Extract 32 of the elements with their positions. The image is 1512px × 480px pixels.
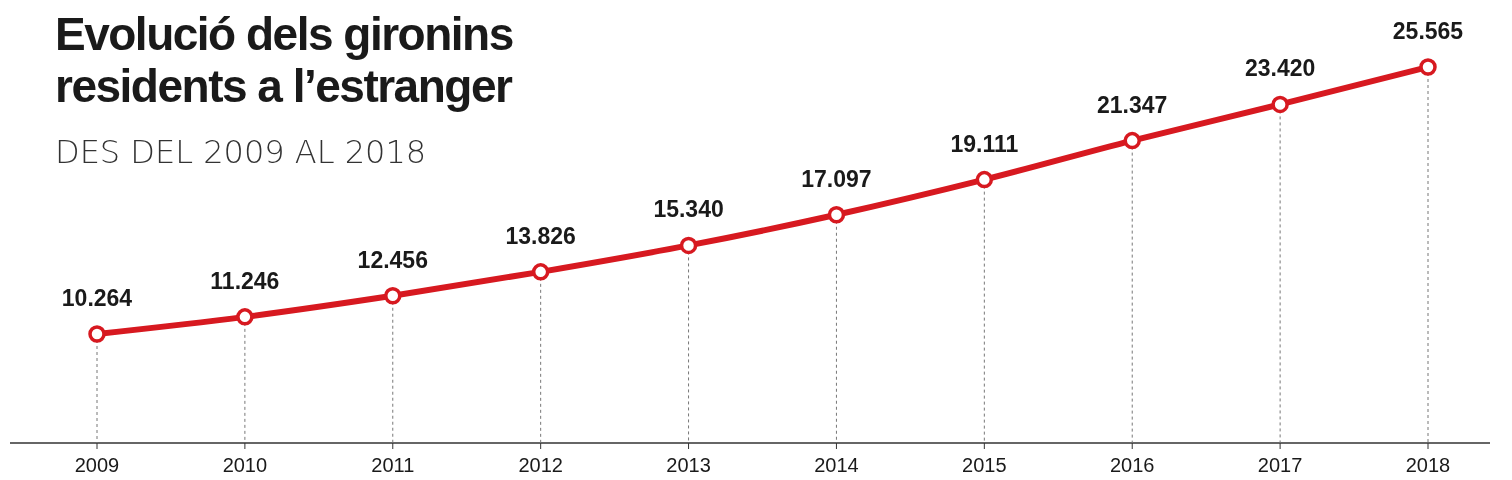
data-label: 11.246 xyxy=(210,267,280,294)
data-label: 25.565 xyxy=(1392,18,1464,44)
data-label: 17.097 xyxy=(801,165,872,192)
point xyxy=(975,170,994,189)
point xyxy=(1419,58,1437,76)
data-label: 10.264 xyxy=(61,285,133,311)
data-label: 15.340 xyxy=(653,196,724,223)
point xyxy=(1123,131,1141,150)
x-tick-label: 2010 xyxy=(222,454,268,476)
text: DES DEL 2009 AL 2018 xyxy=(55,133,427,171)
data-label: 13.826 xyxy=(505,222,576,249)
x-tick-label: 2017 xyxy=(1257,454,1303,476)
point xyxy=(827,206,846,224)
x-tick-label: 2009 xyxy=(74,454,120,476)
point xyxy=(384,287,402,305)
point xyxy=(1271,95,1289,114)
point xyxy=(531,263,550,281)
point xyxy=(679,236,698,255)
x-tick-label: 2018 xyxy=(1405,454,1451,476)
chart-title: Evolució dels gironins residents a l’estranger xyxy=(55,8,513,112)
data-label: 23.420 xyxy=(1244,55,1316,82)
data-label: 12.456 xyxy=(357,246,428,273)
data-label: 19.111 xyxy=(950,130,1019,157)
x-tick-label: 2016 xyxy=(1109,454,1155,476)
x-tick-label: 2015 xyxy=(962,454,1007,476)
x-tick-label: 2011 xyxy=(371,454,415,476)
x-tick-label: 2013 xyxy=(666,454,711,476)
point xyxy=(88,325,106,343)
data-label: 21.347 xyxy=(1097,91,1168,118)
point xyxy=(236,308,254,326)
x-tick-label: 2012 xyxy=(518,454,563,476)
x-tick-label: 2014 xyxy=(814,454,859,476)
